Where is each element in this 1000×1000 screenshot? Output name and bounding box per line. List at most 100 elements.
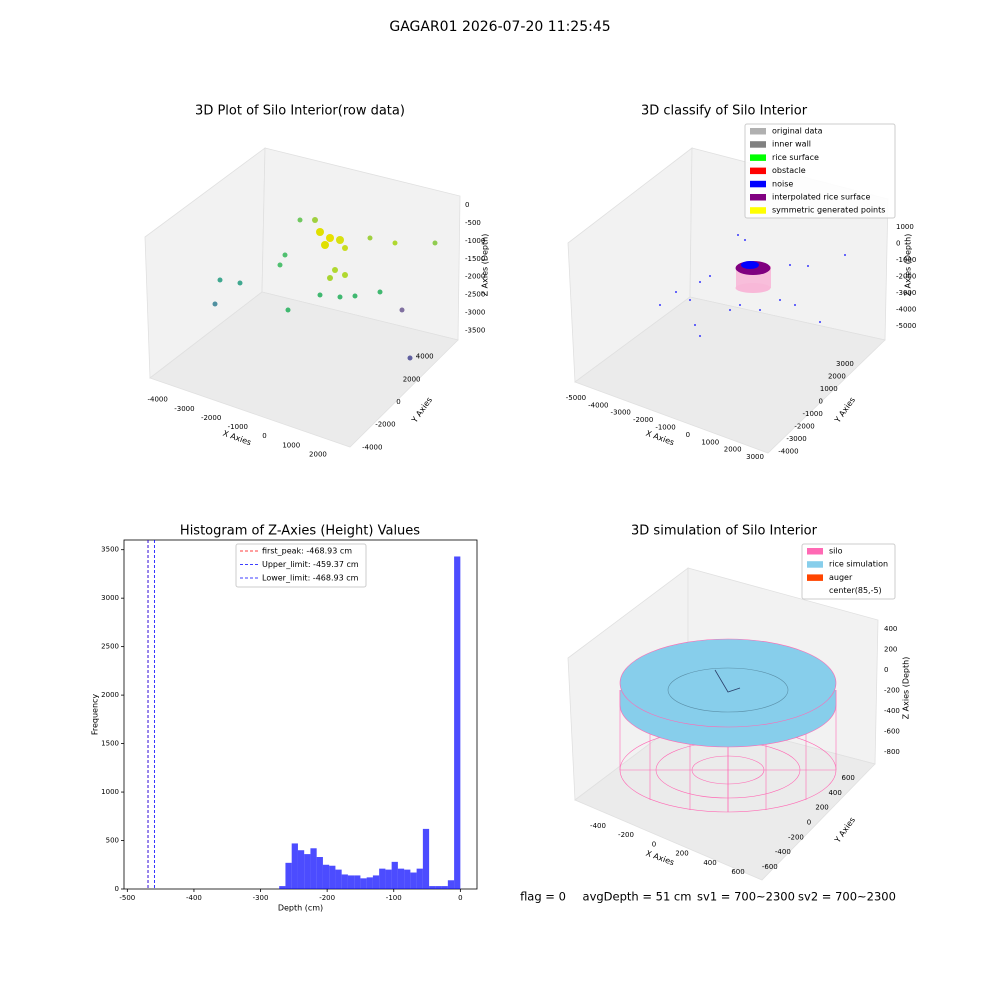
x-tick-label: -1000 [655, 424, 675, 432]
x-tick-label: -5000 [566, 394, 586, 402]
x-tick-label: 0 [262, 432, 266, 440]
z-tick-label: -3000 [465, 308, 485, 316]
y-tick-label: 2500 [101, 643, 119, 651]
point [367, 235, 373, 241]
bar [447, 880, 455, 889]
status-text: sv1 = 700~2300 [697, 890, 795, 904]
point [807, 265, 809, 267]
y-tick-label: -2000 [375, 421, 395, 429]
legend-label: rice simulation [829, 560, 888, 569]
x-tick-label: -500 [119, 894, 135, 902]
x-tick-label: -4000 [148, 396, 168, 404]
legend-swatch [750, 154, 766, 161]
x-tick-label: -200 [319, 894, 335, 902]
legend-box [235, 543, 367, 588]
z-tick-label: 0 [896, 240, 900, 248]
legend-swatch [750, 207, 766, 214]
x-tick-label: -100 [386, 894, 402, 902]
z-tick-label: -400 [884, 707, 900, 715]
x-tick-label: 400 [703, 859, 716, 867]
point [709, 275, 711, 277]
z-tick-label: 400 [884, 625, 897, 633]
x-tick-label: 600 [731, 868, 744, 876]
y-tick-label: 0 [396, 398, 400, 406]
chart-title: 3D Plot of Silo Interior(row data) [195, 104, 405, 119]
y-tick-label: 200 [815, 804, 828, 812]
z-axis-label: Z Axies (Depth) [902, 657, 911, 720]
rice-contour [667, 667, 789, 713]
y-tick-label: -600 [762, 863, 778, 871]
y-tick-label: 1000 [101, 788, 119, 796]
point [297, 217, 303, 223]
y-tick-label: 3500 [101, 546, 119, 554]
point [759, 309, 761, 311]
z-tick-label: -1000 [896, 256, 916, 264]
point [332, 267, 338, 273]
point [789, 264, 791, 266]
legend-swatch [807, 587, 823, 595]
bar [441, 886, 448, 889]
x-tick-label: -2000 [201, 414, 221, 422]
z-tick-label: -600 [884, 727, 900, 735]
bar [379, 868, 386, 889]
y-tick-label: 1000 [820, 385, 838, 393]
bar [366, 877, 373, 889]
silo-base [735, 283, 771, 293]
x-tick-label: 1000 [701, 438, 719, 446]
legend-swatch [750, 194, 766, 201]
x-tick-label: -400 [186, 894, 202, 902]
legend-swatch [750, 167, 766, 175]
point [312, 217, 318, 223]
point [739, 304, 741, 306]
bar [310, 848, 317, 889]
point [694, 324, 696, 326]
bar [391, 861, 398, 889]
x-axis-label: Depth (cm) [278, 904, 323, 913]
z-tick-label: 200 [884, 646, 897, 654]
chart-title: 3D classify of Silo Interior [641, 104, 808, 119]
bar [429, 886, 436, 889]
point [432, 240, 438, 246]
point [352, 293, 358, 299]
z-tick-label: -3500 [465, 326, 485, 334]
point [399, 307, 405, 313]
point [392, 240, 398, 246]
bar [347, 875, 355, 889]
point [407, 355, 413, 361]
y-tick-label: -2000 [794, 422, 814, 430]
point [699, 281, 701, 283]
bar [404, 869, 411, 889]
z-tick-label: -1000 [465, 237, 485, 245]
x-tick-label: 0 [652, 840, 656, 848]
y-tick-label: 0 [807, 819, 811, 827]
y-tick-label: 0 [115, 885, 119, 893]
y-tick-label: -200 [788, 833, 804, 841]
y-tick-label: 2000 [828, 373, 846, 381]
point [819, 321, 821, 323]
bar [416, 868, 423, 889]
x-tick-label: 0 [458, 894, 462, 902]
point [659, 304, 661, 306]
legend-label: symmetric generated points [772, 206, 885, 215]
legend-swatch [750, 180, 766, 188]
point [744, 239, 746, 241]
pane [149, 291, 459, 448]
legend-label: center(85,-5) [829, 586, 882, 595]
y-tick-label: -3000 [786, 435, 806, 443]
x-tick-label: 200 [675, 850, 688, 858]
y-tick-label: 0 [818, 398, 822, 406]
point [342, 245, 348, 251]
z-tick-label: -3000 [896, 289, 916, 297]
bar [329, 865, 336, 889]
point [729, 309, 731, 311]
bar [341, 874, 348, 889]
point [794, 304, 796, 306]
point [217, 277, 223, 283]
y-tick-label: 1500 [101, 740, 119, 748]
x-tick-label: -2000 [633, 416, 653, 424]
point [737, 234, 739, 236]
noise-cluster [741, 261, 759, 269]
z-axis-label: Z Axies (Depth) [904, 234, 913, 297]
point [675, 291, 677, 293]
